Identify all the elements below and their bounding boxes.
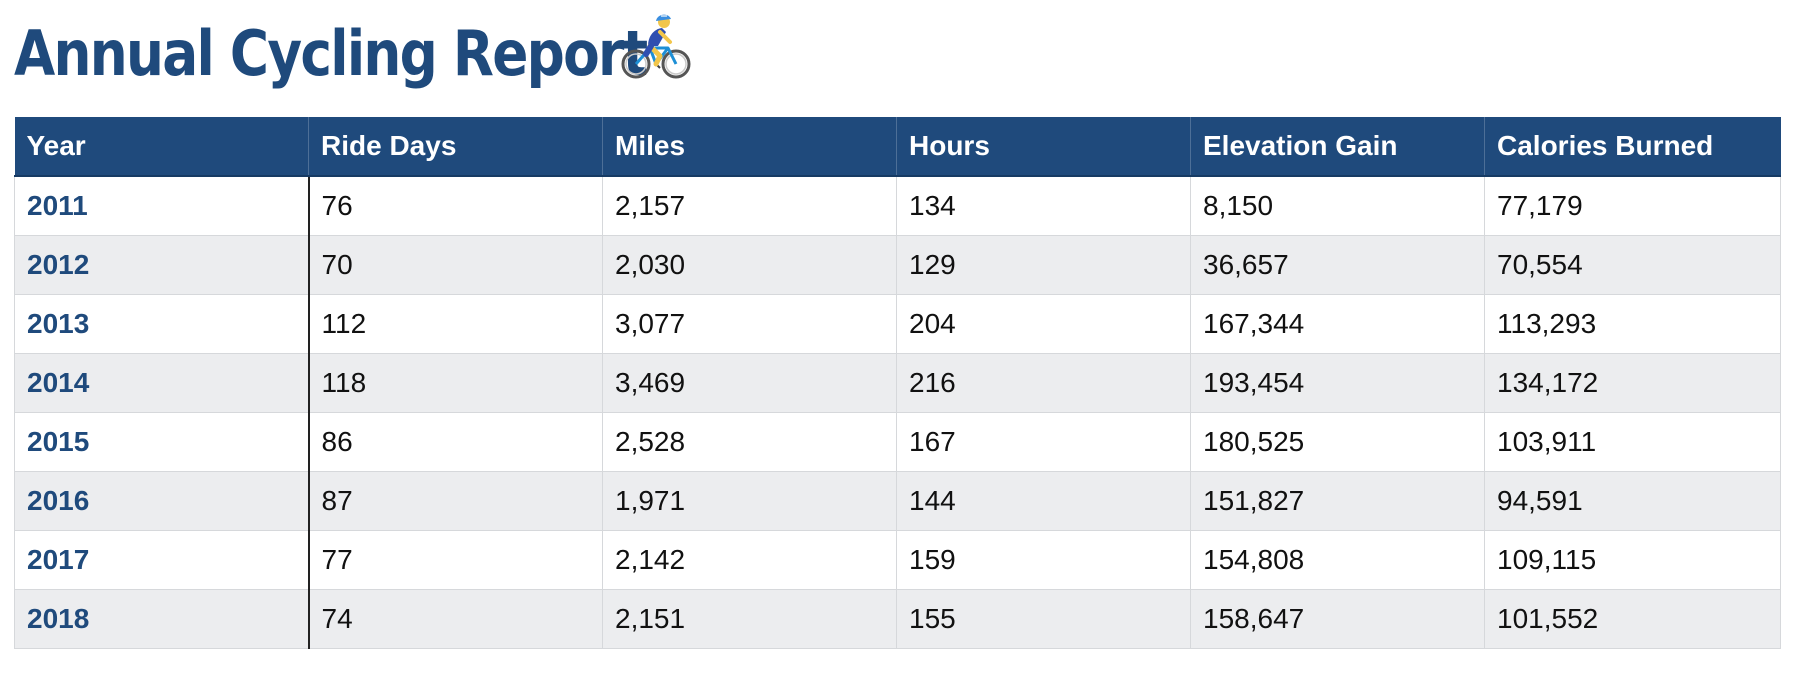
cell-ride-days: 77 bbox=[308, 529, 603, 590]
cycling-report-table: Year Ride Days Miles Hours Elevation Gai… bbox=[14, 117, 1781, 649]
cell-year: 2015 bbox=[14, 411, 310, 472]
cell-ride-days: 87 bbox=[308, 470, 603, 531]
cyclist-emoji-icon bbox=[621, 14, 691, 79]
page-title: Annual Cycling Report bbox=[14, 17, 648, 90]
cell-elevation-gain: 36,657 bbox=[1190, 234, 1485, 295]
cell-year: 2012 bbox=[14, 234, 310, 295]
cell-year: 2016 bbox=[14, 470, 310, 531]
cell-ride-days: 74 bbox=[308, 588, 603, 649]
cell-calories-burned: 103,911 bbox=[1484, 411, 1781, 472]
table-row: 2017 77 2,142 159 154,808 109,115 bbox=[14, 529, 1781, 590]
table-row: 2015 86 2,528 167 180,525 103,911 bbox=[14, 411, 1781, 472]
cell-year: 2018 bbox=[14, 588, 310, 649]
header-elevation-gain: Elevation Gain bbox=[1190, 117, 1485, 177]
cell-hours: 134 bbox=[896, 175, 1191, 236]
table-row: 2018 74 2,151 155 158,647 101,552 bbox=[14, 588, 1781, 649]
header-miles: Miles bbox=[602, 117, 897, 177]
cell-year: 2011 bbox=[14, 175, 310, 236]
cell-miles: 2,142 bbox=[602, 529, 897, 590]
cell-hours: 144 bbox=[896, 470, 1191, 531]
cell-calories-burned: 134,172 bbox=[1484, 352, 1781, 413]
cell-ride-days: 112 bbox=[308, 293, 603, 354]
cell-year: 2013 bbox=[14, 293, 310, 354]
title-row: Annual Cycling Report bbox=[14, 6, 749, 102]
table-row: 2014 118 3,469 216 193,454 134,172 bbox=[14, 352, 1781, 413]
cell-elevation-gain: 154,808 bbox=[1190, 529, 1485, 590]
cell-elevation-gain: 158,647 bbox=[1190, 588, 1485, 649]
cell-calories-burned: 113,293 bbox=[1484, 293, 1781, 354]
cell-hours: 129 bbox=[896, 234, 1191, 295]
cell-ride-days: 118 bbox=[308, 352, 603, 413]
table-row: 2016 87 1,971 144 151,827 94,591 bbox=[14, 470, 1781, 531]
cell-calories-burned: 101,552 bbox=[1484, 588, 1781, 649]
cell-miles: 2,030 bbox=[602, 234, 897, 295]
cell-calories-burned: 77,179 bbox=[1484, 175, 1781, 236]
cell-miles: 1,971 bbox=[602, 470, 897, 531]
cell-hours: 155 bbox=[896, 588, 1191, 649]
cell-miles: 3,469 bbox=[602, 352, 897, 413]
cell-miles: 2,151 bbox=[602, 588, 897, 649]
cell-elevation-gain: 180,525 bbox=[1190, 411, 1485, 472]
header-ride-days: Ride Days bbox=[308, 117, 603, 177]
table-row: 2013 112 3,077 204 167,344 113,293 bbox=[14, 293, 1781, 354]
cell-hours: 167 bbox=[896, 411, 1191, 472]
cell-elevation-gain: 167,344 bbox=[1190, 293, 1485, 354]
cell-hours: 204 bbox=[896, 293, 1191, 354]
cell-elevation-gain: 193,454 bbox=[1190, 352, 1485, 413]
cell-miles: 2,528 bbox=[602, 411, 897, 472]
table-row: 2012 70 2,030 129 36,657 70,554 bbox=[14, 234, 1781, 295]
header-year: Year bbox=[14, 117, 309, 177]
cell-hours: 159 bbox=[896, 529, 1191, 590]
cell-calories-burned: 70,554 bbox=[1484, 234, 1781, 295]
cell-miles: 3,077 bbox=[602, 293, 897, 354]
header-hours: Hours bbox=[896, 117, 1191, 177]
cell-miles: 2,157 bbox=[602, 175, 897, 236]
cell-calories-burned: 94,591 bbox=[1484, 470, 1781, 531]
table-header-row: Year Ride Days Miles Hours Elevation Gai… bbox=[14, 117, 1781, 177]
table-row: 2011 76 2,157 134 8,150 77,179 bbox=[14, 175, 1781, 236]
cell-ride-days: 76 bbox=[308, 175, 603, 236]
cell-calories-burned: 109,115 bbox=[1484, 529, 1781, 590]
cell-elevation-gain: 151,827 bbox=[1190, 470, 1485, 531]
cell-elevation-gain: 8,150 bbox=[1190, 175, 1485, 236]
cell-ride-days: 86 bbox=[308, 411, 603, 472]
cell-hours: 216 bbox=[896, 352, 1191, 413]
cell-year: 2017 bbox=[14, 529, 310, 590]
header-calories-burned: Calories Burned bbox=[1484, 117, 1781, 177]
cell-ride-days: 70 bbox=[308, 234, 603, 295]
cell-year: 2014 bbox=[14, 352, 310, 413]
